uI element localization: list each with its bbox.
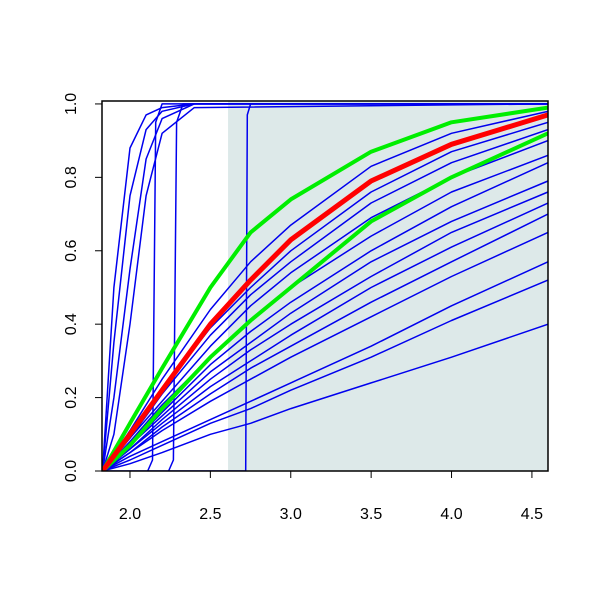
series-line <box>102 110 548 471</box>
series-line <box>102 231 548 471</box>
x-tick-label: 2.5 <box>199 506 221 523</box>
series-line <box>102 103 548 471</box>
plot-frame <box>101 100 549 472</box>
series-line <box>102 103 548 471</box>
y-tick-label: 0.2 <box>63 386 80 408</box>
y-tick-label: 0.6 <box>63 240 80 262</box>
y-tick-label: 0.4 <box>63 313 80 335</box>
series-line <box>102 261 548 471</box>
series-line <box>102 131 548 471</box>
x-tick-label: 3.0 <box>280 506 302 523</box>
series-line <box>102 202 548 471</box>
series-line <box>102 112 548 471</box>
x-tick-label: 4.0 <box>440 506 462 523</box>
x-tick-label: 2.0 <box>119 506 141 523</box>
series-line <box>102 279 548 471</box>
x-tick-label: 4.5 <box>521 506 543 523</box>
plot-area <box>102 103 548 471</box>
series-line <box>102 105 548 471</box>
series-line <box>102 191 548 471</box>
x-tick-label: 3.5 <box>360 506 382 523</box>
series-line <box>102 213 548 471</box>
y-tick-label: 1.0 <box>63 93 80 115</box>
y-tick-label: 0.8 <box>63 166 80 188</box>
series-line <box>102 323 548 471</box>
y-tick-label: 0.0 <box>63 460 80 482</box>
